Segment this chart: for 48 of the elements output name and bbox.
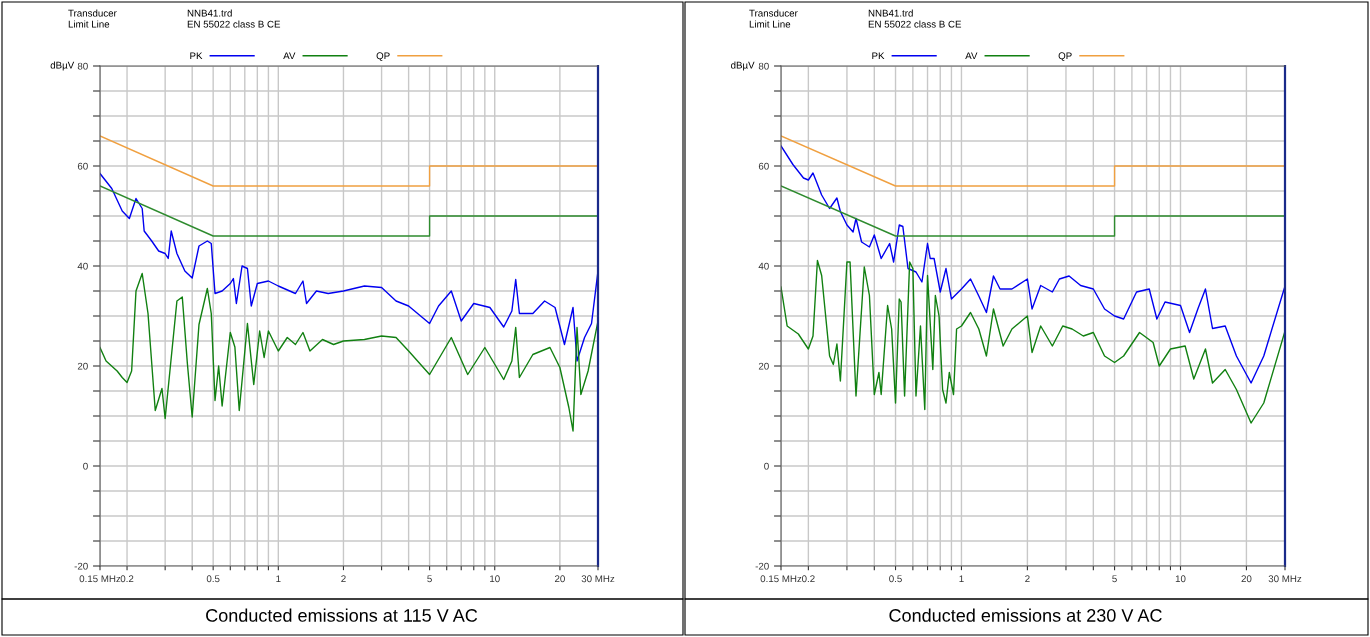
y-tick-label: 20	[77, 362, 88, 370]
x-tick-label: 20	[1241, 575, 1252, 583]
x-tick-label: 5	[1112, 575, 1117, 583]
text: EN 55022 class B CE	[187, 20, 281, 28]
x-tick-label: 30 MHz	[581, 575, 615, 583]
y-tick-label: 40	[758, 262, 769, 270]
y-tick-label: 60	[758, 162, 769, 170]
x-tick-label: 10	[490, 575, 500, 583]
x-tick-label: 20	[554, 575, 565, 583]
legend-label: AV	[283, 52, 296, 60]
text: EN 55022 class B CE	[868, 20, 962, 28]
x-tick-label: 2	[1025, 575, 1030, 583]
text: Transducer	[68, 9, 117, 17]
x-tick-label: 0.2	[801, 575, 815, 583]
text: Limit Line	[749, 20, 791, 28]
y-axis-title: dBµV	[731, 61, 755, 71]
x-tick-label: 0.5	[206, 575, 220, 583]
y-tick-label: -20	[755, 562, 769, 570]
legend-label: PK	[872, 52, 885, 60]
text: Transducer	[749, 9, 798, 17]
x-tick-label: 2	[341, 575, 346, 583]
text: Conducted emissions at 115 V AC	[206, 608, 478, 622]
y-tick-label: 40	[77, 262, 88, 270]
y-tick-label: 80	[77, 62, 88, 70]
x-tick-label: 0.5	[889, 575, 902, 583]
y-tick-label: 80	[758, 62, 769, 70]
y-tick-label: -20	[74, 562, 88, 570]
x-tick-label: 0.15 MHz	[760, 575, 802, 583]
y-tick-label: 0	[764, 462, 769, 470]
text: NNB41.trd	[868, 9, 913, 17]
text: Limit Line	[68, 20, 110, 28]
y-tick-label: 20	[758, 362, 769, 370]
text: NNB41.trd	[187, 9, 232, 17]
legend-label: PK	[190, 52, 203, 60]
legend-label: QP	[1058, 52, 1072, 61]
x-tick-label: 0.2	[120, 575, 134, 583]
x-tick-label: 10	[1175, 575, 1186, 583]
x-tick-label: 1	[959, 575, 964, 583]
x-tick-label: 5	[427, 575, 432, 583]
legend-label: AV	[965, 52, 978, 60]
x-tick-label: 30 MHz	[1268, 575, 1302, 583]
text: Conducted emissions at 230 V AC	[889, 608, 1162, 622]
x-tick-label: 1	[276, 575, 281, 583]
x-tick-label: 0.15 MHz	[79, 575, 121, 583]
legend-label: QP	[376, 52, 390, 61]
y-tick-label: 0	[83, 462, 88, 470]
y-axis-title: dBµV	[50, 61, 75, 71]
y-tick-label: 60	[77, 162, 88, 170]
